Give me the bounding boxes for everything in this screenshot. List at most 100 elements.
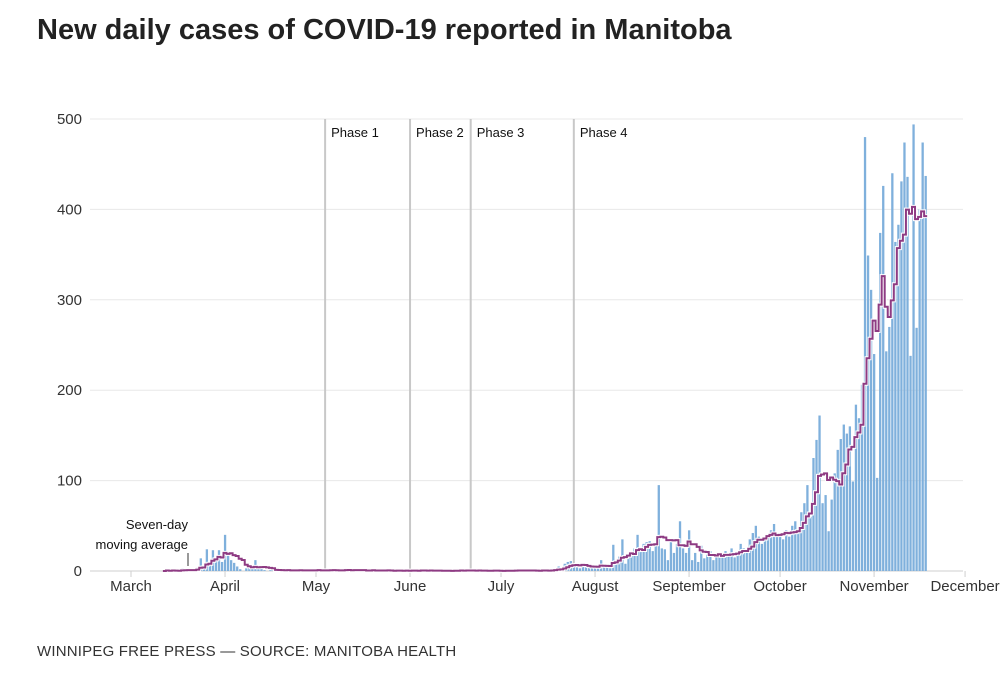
bar [891, 173, 894, 572]
bar [639, 551, 642, 571]
bar [839, 439, 842, 571]
bar [236, 566, 239, 571]
bar [800, 512, 803, 571]
bar [848, 426, 852, 571]
bar [706, 554, 709, 571]
bar [257, 569, 260, 571]
bar [633, 548, 636, 571]
bar [882, 185, 885, 571]
bar [730, 548, 733, 571]
bar [866, 255, 870, 571]
bar [860, 384, 864, 571]
bar [857, 418, 861, 571]
bar [675, 543, 679, 571]
bar [645, 542, 648, 571]
bar [921, 142, 924, 571]
bar [778, 534, 782, 571]
bar [757, 536, 761, 571]
bar [724, 551, 727, 571]
bar [694, 552, 697, 571]
bar [245, 568, 248, 571]
bar [739, 543, 742, 571]
bar [903, 142, 906, 571]
bar [606, 565, 609, 571]
bar [593, 566, 597, 571]
x-tick-label: July [488, 578, 515, 595]
bar [648, 541, 651, 571]
bar [736, 552, 739, 571]
bar [584, 564, 588, 571]
bar [681, 548, 685, 571]
y-tick-label: 400 [57, 201, 82, 218]
bar [697, 561, 700, 571]
bar [760, 543, 764, 571]
bar [718, 552, 721, 571]
x-tick-label: November [839, 578, 908, 595]
bar [703, 558, 706, 571]
bar [854, 404, 858, 571]
bar [263, 570, 266, 571]
bar [712, 560, 715, 571]
bar [824, 495, 827, 571]
bar [727, 554, 730, 571]
x-tick-label: March [110, 578, 152, 595]
bar [806, 485, 809, 571]
source-credit: WINNIPEG FREE PRESS — SOURCE: MANITOBA H… [37, 643, 457, 660]
bar [603, 567, 606, 571]
bar [260, 568, 263, 571]
bar [587, 567, 591, 571]
annotation-line-2: moving average [96, 537, 189, 552]
phase-label: Phase 1 [331, 125, 379, 140]
bar [863, 137, 867, 571]
bar [199, 558, 202, 571]
bar [742, 548, 745, 571]
bar [885, 351, 888, 571]
bar [581, 566, 585, 571]
x-tick-label: December [930, 578, 999, 595]
bar [214, 560, 218, 571]
bar [924, 175, 927, 571]
bar [836, 449, 839, 571]
bar [691, 560, 694, 571]
bar [660, 548, 663, 571]
bar [687, 530, 691, 571]
bar [833, 473, 836, 571]
bar [803, 503, 806, 571]
bar [906, 176, 909, 571]
bar [663, 549, 667, 571]
bar [842, 424, 845, 571]
bar [821, 503, 824, 571]
bar [879, 232, 882, 572]
bar [651, 551, 654, 571]
bar [915, 327, 918, 571]
y-tick-label: 0 [74, 563, 82, 580]
bar [894, 241, 897, 571]
bar [615, 561, 618, 571]
phase-label: Phase 4 [580, 125, 628, 140]
bar [872, 354, 876, 571]
bar [876, 477, 879, 571]
x-tick-label: August [572, 578, 620, 595]
bar [745, 551, 748, 571]
x-tick-label: April [210, 578, 240, 595]
x-tick-label: June [394, 578, 427, 595]
bar [827, 531, 830, 571]
bar [845, 433, 848, 571]
bar [669, 541, 673, 571]
x-tick-label: September [652, 578, 725, 595]
bar [709, 551, 712, 571]
bar [239, 569, 242, 571]
bar [918, 209, 921, 571]
phase-label: Phase 3 [477, 125, 525, 140]
bar [733, 557, 736, 571]
bar [748, 539, 751, 571]
bar [785, 530, 788, 571]
bar [578, 568, 582, 571]
bar [809, 516, 812, 571]
x-tick-label: May [302, 578, 331, 595]
bar [851, 481, 855, 571]
y-tick-label: 100 [57, 473, 82, 490]
bar [612, 544, 615, 571]
bar [909, 355, 912, 571]
